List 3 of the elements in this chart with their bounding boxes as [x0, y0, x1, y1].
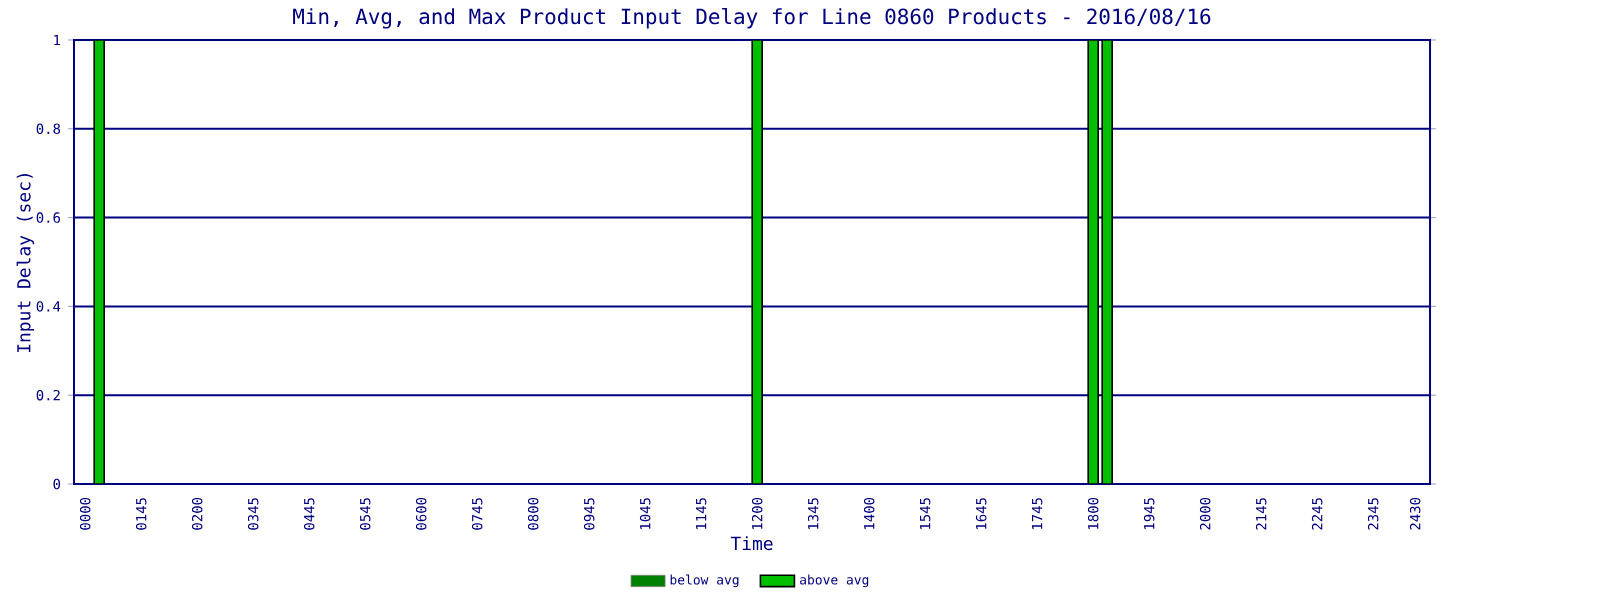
y-axis-title: Input Delay (sec) — [16, 173, 35, 353]
chart-title: Min, Avg, and Max Product Input Delay for Line 0860 Products - 2016/08/16 — [293, 8, 1211, 29]
x-axis-title: Time — [730, 536, 773, 551]
